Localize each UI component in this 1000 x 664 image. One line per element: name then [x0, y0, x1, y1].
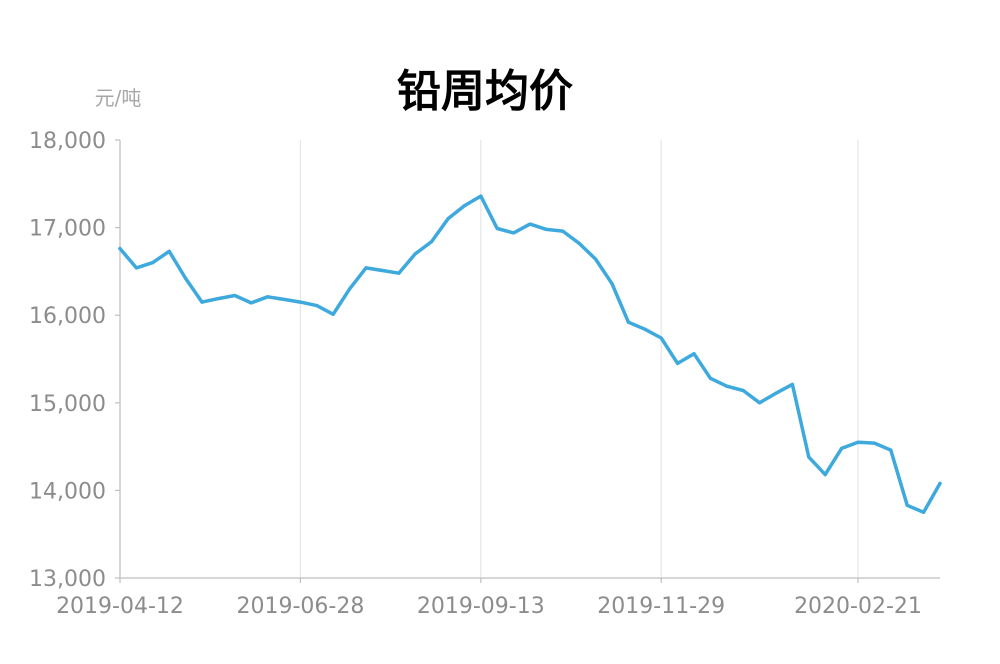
x-tick-label: 2019-09-13: [417, 594, 545, 619]
y-tick-label: 17,000: [29, 217, 106, 242]
data-point: [216, 297, 220, 301]
data-point: [905, 503, 909, 507]
y-tick-labels: 13,000 14,000 15,000 16,000 17,000 18,000: [29, 129, 106, 592]
data-point: [659, 336, 663, 340]
x-tick-label: 2019-04-12: [56, 594, 184, 619]
data-point: [397, 271, 401, 275]
data-point: [758, 401, 762, 405]
data-point: [676, 361, 680, 365]
gridlines: [299, 140, 859, 578]
axes: [115, 139, 940, 583]
data-point: [151, 261, 155, 265]
data-point: [610, 282, 614, 286]
y-axis-unit-label: 元/吨: [95, 86, 142, 110]
data-point: [233, 293, 237, 298]
data-point: [479, 194, 483, 198]
series-line: [118, 194, 942, 515]
data-point: [872, 441, 877, 445]
data-point: [922, 510, 926, 514]
data-point: [938, 481, 942, 485]
data-point: [298, 300, 302, 304]
data-point: [626, 320, 631, 324]
data-point: [118, 247, 122, 251]
data-point: [167, 249, 171, 253]
data-point: [561, 229, 565, 233]
data-point: [807, 455, 811, 459]
data-point: [364, 266, 368, 270]
data-point: [430, 240, 434, 244]
y-tick-label: 16,000: [29, 304, 106, 329]
data-point: [708, 376, 713, 380]
y-tick-label: 13,000: [29, 567, 106, 592]
data-point: [462, 204, 466, 208]
data-point: [446, 217, 450, 221]
data-point: [840, 446, 844, 450]
data-point: [249, 301, 253, 305]
data-point: [495, 226, 499, 231]
data-point: [594, 257, 598, 261]
data-point: [315, 304, 319, 308]
data-point: [282, 297, 286, 301]
data-point: [528, 222, 532, 226]
x-tick-label: 2019-11-29: [597, 594, 725, 619]
chart-title: 铅周均价: [397, 66, 573, 117]
data-point: [889, 448, 893, 452]
y-tick-label: 14,000: [29, 479, 106, 504]
data-point: [643, 327, 647, 331]
y-tick-label: 15,000: [29, 392, 106, 417]
data-point: [790, 382, 795, 386]
data-point: [134, 266, 138, 270]
x-tick-labels: 2019-04-12 2019-06-28 2019-09-13 2019-11-29…: [56, 594, 922, 619]
data-point: [184, 276, 188, 280]
data-point: [856, 440, 860, 444]
y-tick-label: 18,000: [29, 129, 106, 154]
data-point: [511, 231, 516, 235]
data-point: [348, 287, 352, 291]
data-point: [577, 241, 581, 245]
x-tick-label: 2019-06-28: [236, 594, 364, 619]
data-point: [413, 252, 417, 256]
data-point: [725, 384, 729, 388]
data-point: [266, 295, 270, 299]
data-point: [200, 300, 204, 304]
data-point: [380, 268, 384, 273]
x-tick-label: 2020-02-21: [794, 594, 922, 619]
data-point: [331, 312, 335, 316]
series-layer: [118, 194, 942, 515]
data-point: [692, 352, 696, 356]
data-point: [741, 388, 745, 393]
data-point: [544, 227, 549, 231]
data-point: [823, 473, 827, 477]
data-point: [774, 391, 778, 395]
